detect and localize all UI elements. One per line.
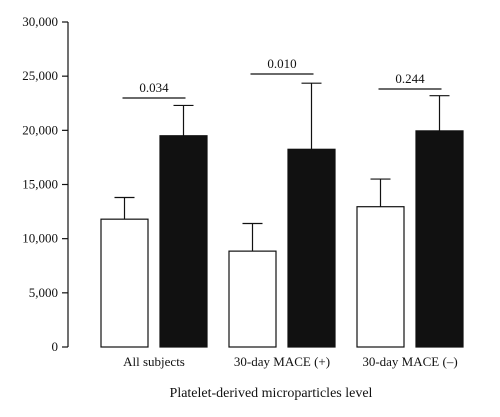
bar: [415, 130, 464, 348]
p-value-label: 0.034: [139, 80, 169, 95]
category-label: 30-day MACE (–): [362, 354, 457, 369]
y-tick-label: 10,000: [22, 231, 58, 246]
error-bars: [114, 82, 450, 252]
y-tick-label: 15,000: [22, 177, 58, 192]
y-tick-label: 20,000: [22, 122, 58, 137]
p-value-label: 0.010: [267, 56, 296, 71]
y-tick-label: 30,000: [22, 14, 58, 29]
p-value-label: 0.244: [395, 71, 425, 86]
y-axis-ticks: 0 5,000 10,000 15,000 20,000 25,000 30,000: [22, 14, 68, 354]
bar: [228, 250, 277, 348]
y-tick-label: 0: [52, 339, 59, 354]
category-labels: All subjects 30-day MACE (+) 30-day MACE (…: [123, 354, 458, 369]
category-label: All subjects: [123, 354, 185, 369]
bar: [287, 148, 336, 348]
bar: [100, 218, 149, 348]
x-axis-label: Platelet-derived microparticles level: [170, 386, 373, 401]
bar: [159, 135, 208, 348]
category-label: 30-day MACE (+): [234, 354, 330, 369]
bars: [100, 130, 464, 348]
y-tick-label: 25,000: [22, 68, 58, 83]
significance-brackets: 0.034 0.010 0.244: [122, 56, 442, 99]
y-tick-label: 5,000: [29, 285, 58, 300]
bar: [356, 206, 405, 348]
